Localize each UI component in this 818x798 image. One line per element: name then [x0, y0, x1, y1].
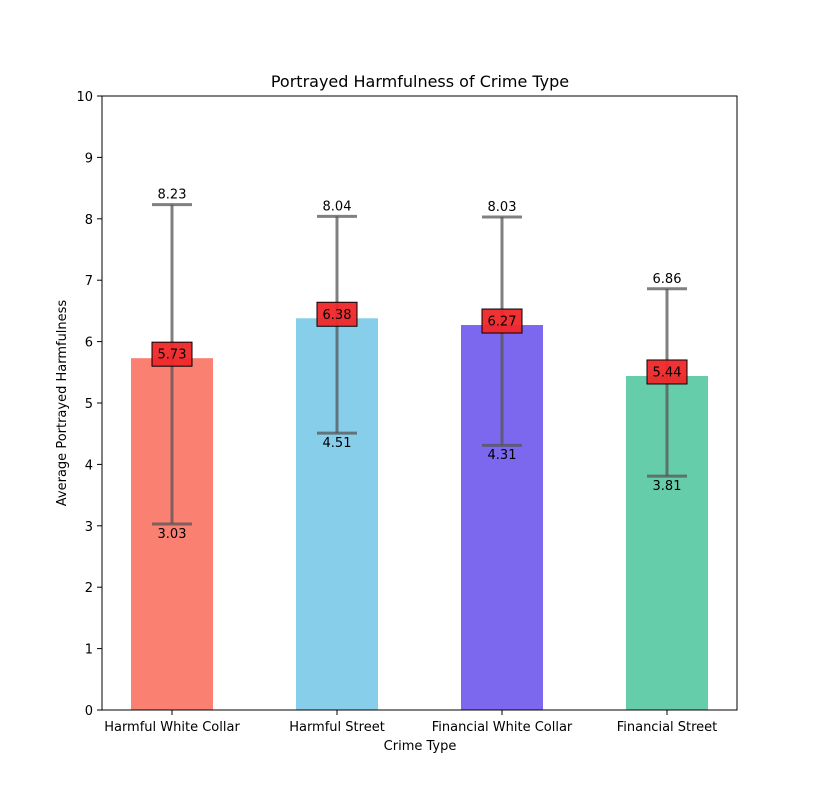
y-tick-label: 5 — [85, 397, 93, 412]
x-axis-label: Crime Type — [384, 739, 457, 754]
error-upper-label: 8.04 — [323, 199, 352, 214]
y-tick-label: 9 — [85, 151, 93, 166]
value-label: 5.73 — [158, 348, 187, 363]
y-tick-label: 10 — [76, 90, 93, 105]
error-upper-label: 8.23 — [158, 188, 187, 203]
value-label-box — [316, 301, 358, 327]
chart-title: Portrayed Harmfulness of Crime Type — [271, 72, 569, 91]
value-label-box — [151, 341, 193, 367]
error-lower-label: 3.03 — [158, 527, 187, 542]
y-tick-label: 0 — [85, 704, 93, 719]
error-lower-label: 4.51 — [323, 436, 352, 451]
y-tick-label: 6 — [85, 336, 93, 351]
y-tick-label: 7 — [85, 274, 93, 289]
error-lower-label: 4.31 — [488, 448, 517, 463]
x-tick-label: Financial White Collar — [432, 720, 573, 735]
y-tick-label: 8 — [85, 213, 93, 228]
x-tick-label: Harmful Street — [289, 720, 385, 735]
y-tick-label: 2 — [85, 581, 93, 596]
error-upper-label: 6.86 — [653, 272, 682, 287]
x-axis: Harmful White Collar Harmful Street Financ… — [104, 710, 717, 735]
value-label: 6.38 — [323, 308, 352, 323]
y-axis-label: Average Portrayed Harmfulness — [55, 300, 70, 507]
plot-area: 8.23 3.03 5.73 8.04 4.51 6.38 8.03 4.31 6.27 6.86… — [131, 188, 708, 710]
value-label: 6.27 — [488, 315, 517, 330]
y-axis: 0 1 2 3 4 5 6 7 8 9 10 — [76, 90, 102, 719]
x-tick-label: Harmful White Collar — [104, 720, 240, 735]
y-tick-label: 1 — [85, 643, 93, 658]
value-label-box — [646, 359, 688, 385]
x-tick-label: Financial Street — [617, 720, 718, 735]
error-lower-label: 3.81 — [653, 479, 682, 494]
value-label: 5.44 — [653, 365, 682, 380]
y-tick-label: 4 — [85, 458, 93, 473]
y-tick-label: 3 — [85, 520, 93, 535]
error-upper-label: 8.03 — [488, 200, 517, 215]
value-label-box — [481, 308, 523, 334]
